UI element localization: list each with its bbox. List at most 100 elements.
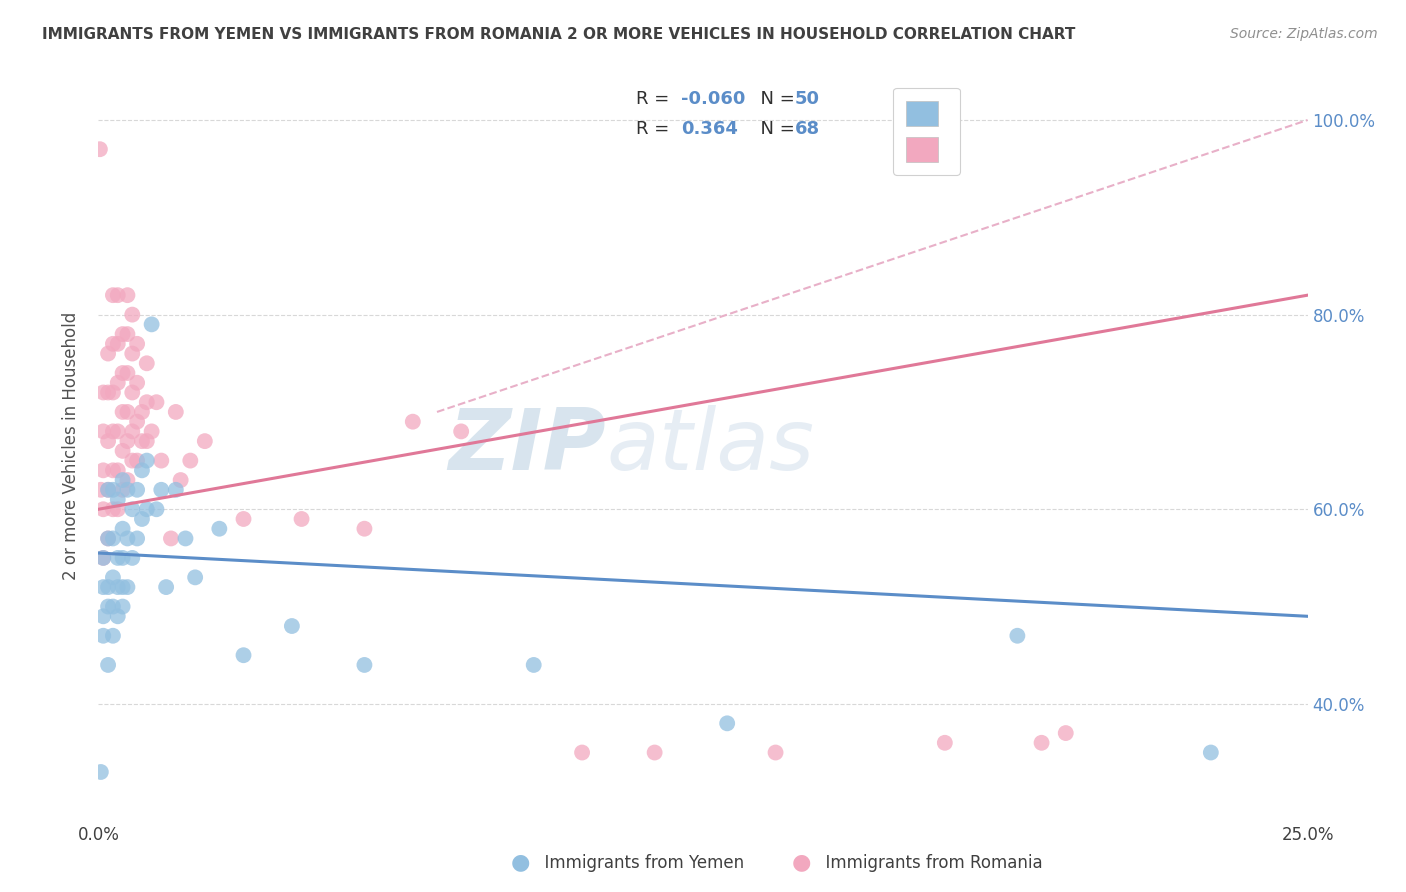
Point [90, 483, 112, 497]
Point [91, 629, 114, 643]
Point [290, 512, 312, 526]
Text: 50: 50 [794, 90, 820, 108]
Point [117, 434, 139, 449]
Text: -0.060: -0.060 [682, 90, 745, 108]
Point [131, 405, 153, 419]
Point [353, 522, 375, 536]
Point [135, 395, 157, 409]
Point [232, 512, 254, 526]
Point [101, 385, 124, 400]
Text: N =: N = [749, 90, 800, 108]
Point [101, 425, 124, 439]
Point [127, 532, 149, 546]
Point [117, 532, 139, 546]
Point [194, 434, 217, 449]
Point [232, 648, 254, 663]
Point [107, 376, 129, 390]
Point [155, 580, 177, 594]
Point [117, 473, 139, 487]
Point [145, 395, 167, 409]
Point [97, 599, 120, 614]
Point [97, 483, 120, 497]
Point [135, 502, 157, 516]
Point [1007, 629, 1029, 643]
Point [127, 336, 149, 351]
Point [117, 327, 139, 342]
Point [127, 483, 149, 497]
Point [107, 463, 129, 477]
Point [111, 580, 134, 594]
Point [90, 764, 112, 779]
Point [111, 405, 134, 419]
Point [353, 657, 375, 672]
Point [121, 453, 143, 467]
Point [97, 657, 120, 672]
Text: 0.364: 0.364 [682, 120, 738, 138]
Point [91, 425, 114, 439]
Point [121, 308, 143, 322]
Point [107, 502, 129, 516]
Point [111, 366, 134, 380]
Text: IMMIGRANTS FROM YEMEN VS IMMIGRANTS FROM ROMANIA 2 OR MORE VEHICLES IN HOUSEHOLD: IMMIGRANTS FROM YEMEN VS IMMIGRANTS FROM… [42, 27, 1076, 42]
Point [101, 463, 124, 477]
Point [208, 522, 231, 536]
Text: Source: ZipAtlas.com: Source: ZipAtlas.com [1230, 27, 1378, 41]
Point [150, 483, 173, 497]
Point [107, 425, 129, 439]
Point [97, 385, 120, 400]
Point [107, 492, 129, 507]
Point [97, 346, 120, 360]
Point [91, 550, 114, 565]
Point [174, 532, 197, 546]
Point [127, 453, 149, 467]
Legend: , : , [893, 88, 960, 175]
Point [141, 425, 163, 439]
Point [281, 619, 304, 633]
Text: Immigrants from Romania: Immigrants from Romania [815, 855, 1043, 872]
Text: atlas: atlas [606, 404, 814, 488]
Point [117, 405, 139, 419]
Point [111, 522, 134, 536]
Point [127, 376, 149, 390]
Point [117, 580, 139, 594]
Point [97, 580, 120, 594]
Point [101, 483, 124, 497]
Point [97, 434, 120, 449]
Point [121, 385, 143, 400]
Point [107, 336, 129, 351]
Point [107, 580, 129, 594]
Point [1031, 736, 1053, 750]
Text: 68: 68 [794, 120, 820, 138]
Point [97, 532, 120, 546]
Text: ●: ● [510, 853, 530, 872]
Point [111, 550, 134, 565]
Point [97, 532, 120, 546]
Text: ZIP: ZIP [449, 404, 606, 488]
Text: N =: N = [749, 120, 800, 138]
Point [111, 443, 134, 458]
Point [101, 532, 124, 546]
Point [107, 550, 129, 565]
Point [160, 532, 183, 546]
Point [450, 425, 472, 439]
Point [121, 502, 143, 516]
Point [127, 415, 149, 429]
Point [135, 453, 157, 467]
Text: ●: ● [792, 853, 811, 872]
Point [150, 453, 173, 467]
Point [91, 550, 114, 565]
Point [135, 434, 157, 449]
Point [117, 366, 139, 380]
Point [131, 434, 153, 449]
Point [571, 746, 593, 760]
Text: Immigrants from Yemen: Immigrants from Yemen [534, 855, 744, 872]
Point [117, 288, 139, 302]
Point [97, 483, 120, 497]
Point [91, 580, 114, 594]
Point [91, 609, 114, 624]
Point [101, 570, 124, 584]
Point [111, 599, 134, 614]
Point [111, 327, 134, 342]
Point [91, 463, 114, 477]
Point [523, 657, 546, 672]
